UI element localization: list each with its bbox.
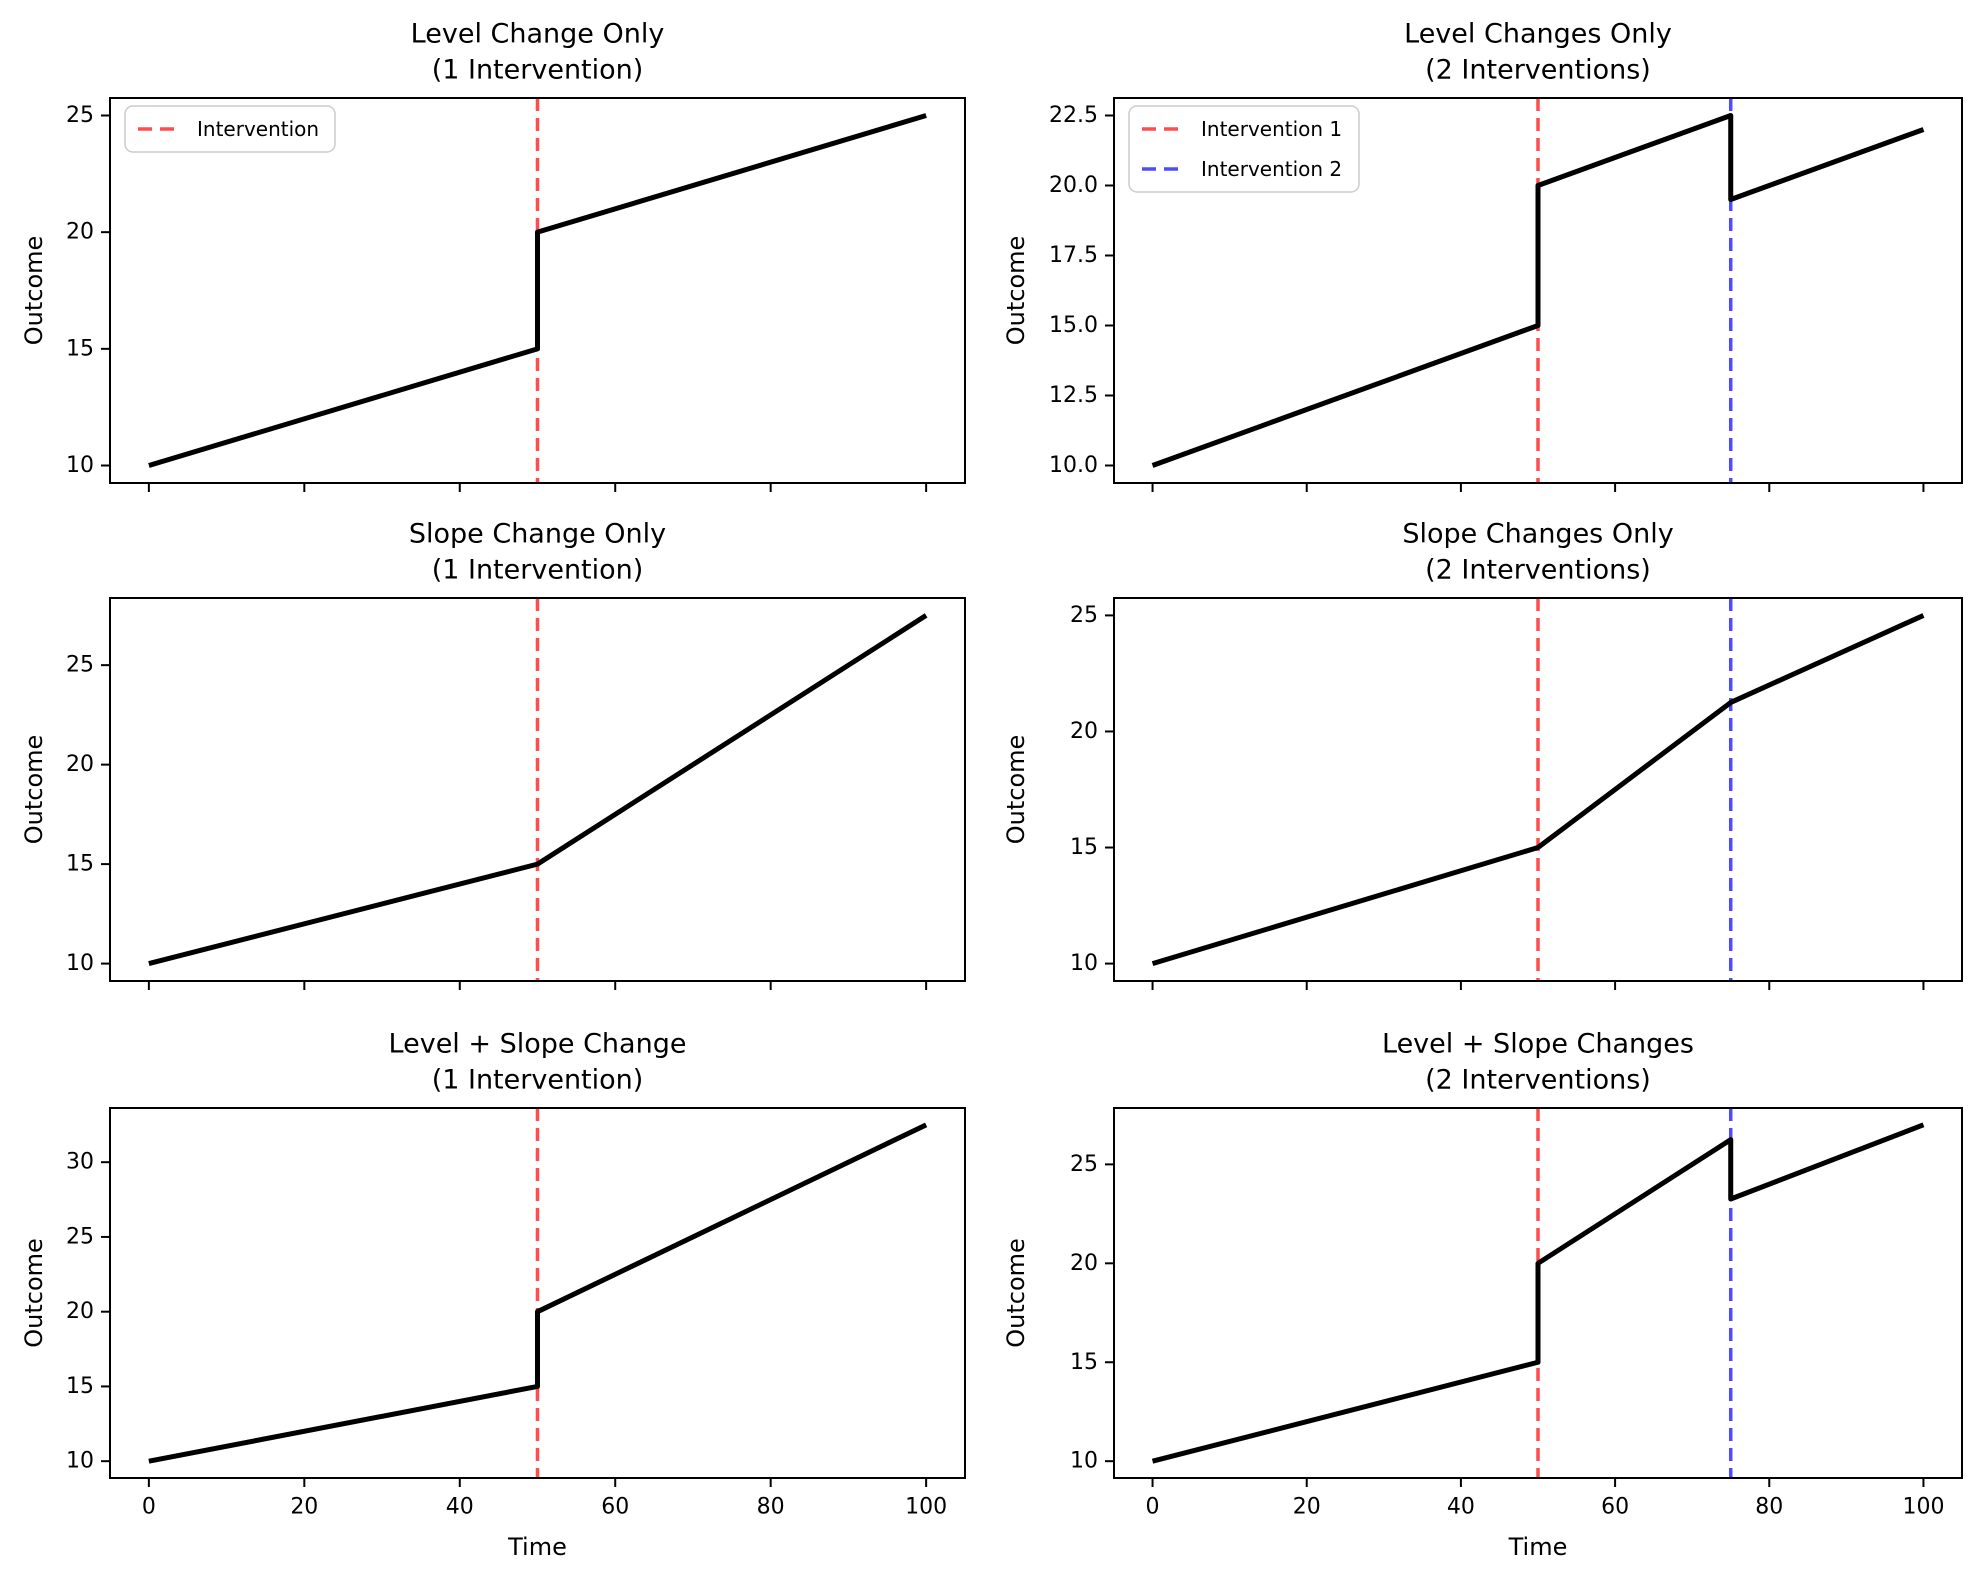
y-axis-label: Outcome	[20, 1238, 48, 1348]
outcome-line	[1151, 113, 1925, 468]
y-tick-label: 25	[66, 653, 94, 678]
chart-title-line2: (1 Intervention)	[432, 1065, 644, 1096]
y-tick-label: 15.0	[1049, 313, 1098, 338]
plot-frame	[109, 97, 966, 484]
plot-frame	[109, 1107, 966, 1479]
chart-0: 10 15 20 25 Level Change Only (1 Intervention…	[20, 19, 966, 492]
y-tick-label: 25	[1070, 1152, 1098, 1177]
y-tick-label: 20	[66, 752, 94, 777]
plot-frame	[1113, 97, 1963, 484]
chart-4: 0 20 40 60 80 100 10 15 20 25 30 Level + Slope Chan…	[20, 1029, 966, 1561]
y-tick-label: 10	[66, 1449, 94, 1474]
plot-frame	[1113, 597, 1963, 982]
x-axis-label: Time	[1508, 1533, 1568, 1561]
y-tick-label: 20	[1070, 1251, 1098, 1276]
y-tick-label: 10	[1070, 1449, 1098, 1474]
y-tick-label: 20.0	[1049, 173, 1098, 198]
y-tick-label: 10.0	[1049, 453, 1098, 478]
outcome-line	[1151, 613, 1925, 966]
outcome-line	[148, 113, 927, 468]
y-tick-label: 22.5	[1049, 103, 1098, 128]
y-tick-label: 10	[66, 453, 94, 478]
x-tick-label: 0	[142, 1495, 156, 1520]
chart-title-line1: Slope Change Only	[409, 519, 666, 550]
x-tick-label: 0	[1146, 1495, 1160, 1520]
chart-title-line1: Level + Slope Changes	[1382, 1029, 1694, 1060]
x-tick-label: 40	[446, 1495, 474, 1520]
y-axis-label: Outcome	[20, 236, 48, 346]
chart-title-line2: (2 Interventions)	[1425, 55, 1651, 86]
chart-title-line1: Level Change Only	[411, 19, 665, 50]
y-tick-label: 15	[1070, 835, 1098, 860]
chart-title-line1: Level + Slope Change	[389, 1029, 687, 1060]
x-axis-label: Time	[507, 1533, 567, 1561]
chart-2: 10 15 20 25 Slope Change Only (1 Intervention…	[20, 519, 966, 990]
legend-entry-label: Intervention	[197, 117, 319, 141]
x-tick-label: 100	[1902, 1495, 1944, 1520]
y-tick-label: 15	[66, 852, 94, 877]
y-axis-label: Outcome	[1002, 735, 1030, 845]
legend: Intervention 1 Intervention 2	[1128, 105, 1360, 193]
x-tick-label: 20	[1293, 1495, 1321, 1520]
plot-frame	[1113, 1107, 1963, 1479]
y-tick-label: 15	[1070, 1350, 1098, 1375]
chart-1: 10.0 12.5 15.0 17.5 20.0 22.5 Level Changes On…	[1002, 19, 1963, 492]
legend-entry-label: Intervention 2	[1201, 157, 1342, 181]
y-tick-label: 15	[66, 1374, 94, 1399]
y-tick-label: 17.5	[1049, 243, 1098, 268]
y-tick-label: 20	[66, 1299, 94, 1324]
chart-title-line2: (1 Intervention)	[432, 555, 644, 586]
y-axis-label: Outcome	[1002, 236, 1030, 346]
y-tick-label: 25	[66, 1224, 94, 1249]
y-tick-label: 25	[1070, 603, 1098, 628]
x-tick-label: 40	[1447, 1495, 1475, 1520]
y-axis-label: Outcome	[20, 735, 48, 845]
y-tick-label: 10	[1070, 951, 1098, 976]
outcome-line	[148, 613, 928, 967]
x-tick-label: 100	[905, 1495, 947, 1520]
y-tick-label: 25	[66, 103, 94, 128]
x-tick-label: 60	[1601, 1495, 1629, 1520]
chart-5: 0 20 40 60 80 100 10 15 20 25 Level + Slope Change…	[1002, 1029, 1963, 1561]
plot-frame	[109, 597, 966, 982]
y-axis-label: Outcome	[1002, 1238, 1030, 1348]
chart-3: 10 15 20 25 Slope Changes Only (2 Interventio…	[1002, 519, 1963, 990]
outcome-line	[1151, 1122, 1925, 1464]
x-tick-label: 80	[1755, 1495, 1783, 1520]
x-tick-label: 80	[757, 1495, 785, 1520]
legend-box	[124, 105, 336, 153]
chart-title-line2: (2 Interventions)	[1425, 1065, 1651, 1096]
outcome-line	[148, 1122, 928, 1464]
legend: Intervention	[124, 105, 336, 153]
y-tick-label: 20	[1070, 719, 1098, 744]
legend-box	[1128, 105, 1360, 193]
y-tick-label: 10	[66, 951, 94, 976]
chart-title-line2: (2 Interventions)	[1425, 555, 1651, 586]
chart-title-line1: Level Changes Only	[1404, 19, 1672, 50]
chart-title-line1: Slope Changes Only	[1402, 519, 1673, 550]
legend-entry-label: Intervention 1	[1201, 117, 1342, 141]
y-tick-label: 12.5	[1049, 383, 1098, 408]
y-tick-label: 15	[66, 336, 94, 361]
x-tick-label: 60	[601, 1495, 629, 1520]
x-tick-label: 20	[290, 1495, 318, 1520]
y-tick-label: 20	[66, 220, 94, 245]
y-tick-label: 30	[66, 1150, 94, 1175]
chart-title-line2: (1 Intervention)	[432, 55, 644, 86]
